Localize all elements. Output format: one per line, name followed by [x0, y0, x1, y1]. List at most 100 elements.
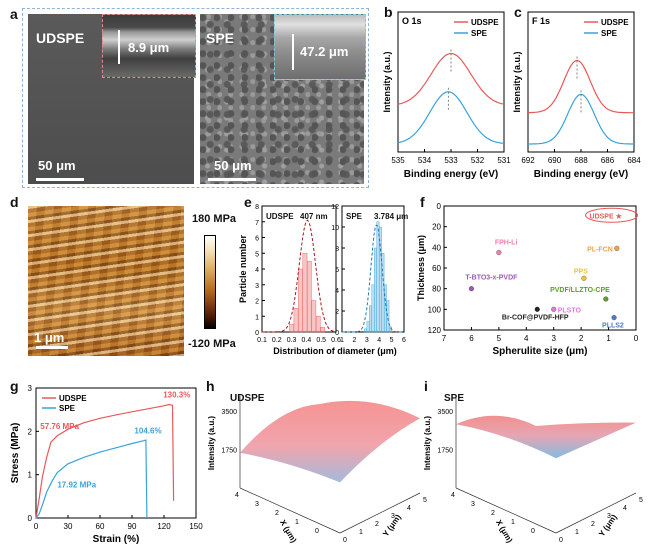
z-axis-label: Intensity (a.u.) [423, 416, 432, 471]
fit-curve [262, 219, 337, 333]
scatter-point-plsto [551, 306, 557, 312]
x-tick-label: 688 [574, 156, 588, 165]
series-line-udspe [528, 59, 634, 114]
x-tick-label: 7 [442, 334, 447, 343]
annotation: 104.6% [134, 427, 161, 436]
scatter-point-fph-li [496, 249, 502, 256]
x-tick-label: 534 [418, 156, 432, 165]
scale-bar-udspe [36, 178, 84, 181]
hist-bar [293, 308, 299, 333]
x-axis [455, 487, 557, 534]
chart-title: O 1s [402, 16, 422, 26]
x-tick-label: 0.6 [331, 337, 341, 344]
afm-modulus-map [28, 206, 184, 356]
hist-bar [307, 260, 312, 333]
series-line-udspe [35, 403, 175, 519]
y-axis-label: Intensity (a.u.) [512, 51, 522, 112]
series-line-spe [528, 93, 634, 145]
hist-bar [289, 323, 294, 333]
sem-label-udspe: UDSPE [36, 30, 85, 46]
panel-b-letter: b [384, 4, 393, 20]
x-tick-label: 150 [189, 522, 203, 531]
x-tick-label: 5 [497, 334, 502, 343]
y-tick-label: 0 [343, 537, 347, 544]
y-tick-label: 0 [28, 514, 33, 523]
sem-label-spe: SPE [206, 30, 235, 46]
annotation: 130.3% [163, 391, 190, 400]
x-tick-label: 1 [606, 334, 611, 343]
x-tick-label: 4 [235, 492, 239, 499]
x-tick-label: 532 [471, 156, 485, 165]
hist-bar [315, 316, 321, 333]
x-tick-label: 1 [340, 337, 344, 344]
y-tick-label: 120 [428, 326, 442, 335]
x-tick-label: 1 [295, 519, 299, 526]
x-axis-label: Spherulite size (μm) [492, 346, 587, 357]
y-axis-label: Y (μm) [597, 513, 619, 539]
y-axis-label: Thickness (μm) [416, 235, 426, 301]
series-line-udspe [397, 52, 505, 105]
y-axis-label: Particle number [238, 234, 248, 303]
sem-inset-spe [274, 14, 366, 80]
y-tick-label: 2 [335, 309, 339, 316]
y-tick-label: 12 [331, 204, 339, 211]
x-tick-label: 690 [548, 156, 562, 165]
dist-label-udspe: UDSPE [266, 212, 294, 221]
y-tick-label: 0 [437, 202, 442, 211]
y-tick-label: 1 [28, 471, 33, 480]
scatter-point-pps [581, 275, 587, 281]
legend-label: SPE [471, 29, 488, 38]
y-tick-label: 4 [255, 267, 259, 274]
y-tick-label: 3 [28, 384, 33, 393]
y-tick-label: 1 [575, 529, 579, 536]
point-label: PLLS2 [602, 323, 624, 330]
legend-label: UDSPE [59, 394, 87, 403]
point-label: UDSPE ★ [590, 212, 623, 220]
panel-i-letter: i [424, 378, 428, 394]
x-tick-label: 535 [391, 156, 405, 165]
plot-frame [35, 387, 197, 519]
colorbar-max: 180 MPa [192, 213, 237, 225]
x-tick-label: 0.5 [316, 337, 326, 344]
panel-e-letter: e [244, 194, 252, 210]
x-tick-label: 2 [352, 337, 356, 344]
y-tick-label: 2 [591, 521, 595, 528]
legend-label: SPE [59, 404, 76, 413]
surface-mesh [456, 415, 636, 459]
y-axis-label: Stress (MPa) [10, 423, 21, 484]
x-tick-label: 0.3 [287, 337, 297, 344]
x-tick-label: 0.1 [257, 337, 267, 344]
y-tick-label: 7 [255, 220, 259, 227]
dist-value-spe: 3.784 μm [374, 212, 409, 221]
x-tick-label: 0 [634, 334, 639, 343]
x-tick-label: 0 [531, 528, 535, 535]
y-tick-label: 1 [359, 529, 363, 536]
y-tick-label: 10 [331, 225, 339, 232]
legend-label: UDSPE [471, 18, 499, 27]
series-line-spe [397, 91, 505, 144]
surface-mesh [240, 400, 420, 483]
legend-label: UDSPE [601, 18, 629, 27]
hist-bar [320, 327, 325, 333]
point-label: PLSTO [558, 307, 582, 314]
x-tick-label: 1 [511, 519, 515, 526]
x-tick-label: 692 [521, 156, 535, 165]
x-tick-label: 3 [471, 501, 475, 508]
z-axis-label: Intensity (a.u.) [207, 416, 216, 471]
x-tick-label: 6 [469, 334, 474, 343]
y-tick-label: 40 [432, 243, 441, 252]
x-tick-label: 60 [96, 522, 105, 531]
annotation: 57.76 MPa [40, 422, 79, 431]
dist-label-spe: SPE [346, 212, 363, 221]
x-tick-label: 2 [275, 510, 279, 517]
hist-bar [311, 300, 317, 333]
point-label: Br-COF@PVDF-HFP [502, 314, 569, 321]
x-tick-label: 3 [365, 337, 369, 344]
y-tick-label: 6 [335, 267, 339, 274]
x-tick-label: 2 [491, 510, 495, 517]
y-axis [555, 492, 637, 534]
